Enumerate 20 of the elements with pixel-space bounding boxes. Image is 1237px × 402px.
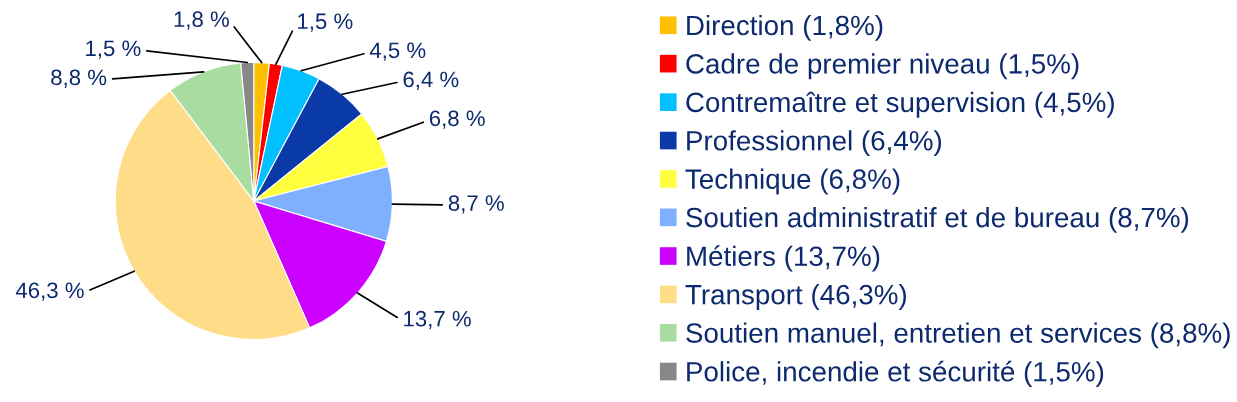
- data-label: 46,3 %: [15, 282, 84, 301]
- legend-label: Direction (1,8%): [687, 14, 883, 41]
- legend-label: Police, incendie et sécurité (1,5%): [687, 360, 1104, 388]
- legend-label: Cadre de premier niveau (1,5%): [686, 53, 1079, 80]
- legend-label: Transport (46,3%): [685, 284, 906, 310]
- legend-label: Contremaître et supervision (4,5%): [686, 91, 1114, 118]
- data-label: 1,8 %: [174, 11, 229, 30]
- data-label: 6,4 %: [403, 71, 459, 90]
- data-label: 1,5 %: [86, 40, 141, 59]
- legend-label: Métiers (13,7%): [687, 245, 880, 272]
- legend-label: Soutien administratif et de bureau (8,7%): [686, 206, 1189, 233]
- legend-label: Soutien manuel, entretien et services (8,8%): [686, 322, 1230, 349]
- data-label: 4,5 %: [369, 42, 426, 61]
- data-label: 8,8 %: [51, 69, 107, 88]
- data-label: 1,5 %: [298, 13, 353, 32]
- data-label: 8,7 %: [448, 195, 504, 214]
- data-label: 13,7 %: [404, 310, 471, 330]
- legend-label: Technique (6,8%): [685, 168, 900, 195]
- data-label: 6,8 %: [429, 110, 485, 129]
- legend-label: Professionnel (6,4%): [687, 130, 942, 157]
